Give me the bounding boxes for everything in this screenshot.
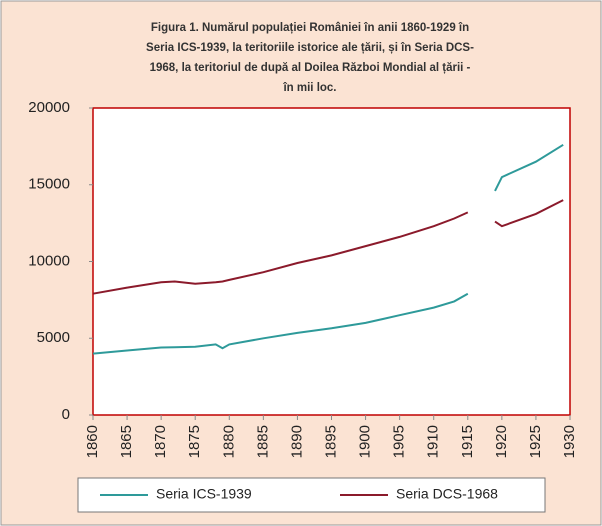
- plot-area: [92, 107, 571, 416]
- legend: [77, 477, 546, 513]
- title-line: 1968, la teritoriul de după al Doilea Ră…: [150, 62, 471, 74]
- x-tick-label: 1860: [84, 425, 101, 458]
- title-line: Seria ICS-1939, la teritoriile istorice …: [146, 42, 474, 54]
- y-tick-label: 0: [62, 406, 70, 423]
- x-tick-label: 1930: [561, 425, 578, 458]
- y-tick-label: 20000: [28, 99, 70, 116]
- x-tick-label: 1900: [357, 425, 374, 458]
- legend-label: Seria DCS-1968: [396, 486, 498, 502]
- y-tick-label: 10000: [28, 252, 70, 269]
- x-tick-label: 1865: [118, 425, 135, 458]
- x-tick-label: 1895: [322, 425, 339, 458]
- series-line: [92, 199, 564, 295]
- x-tick-label: 1910: [425, 425, 442, 458]
- x-tick-label: 1870: [152, 425, 169, 458]
- x-tick-label: 1885: [254, 425, 271, 458]
- x-tick-label: 1920: [493, 425, 510, 458]
- x-tick-label: 1905: [391, 425, 408, 458]
- title-line: Figura 1. Numărul populației României în…: [151, 22, 469, 34]
- y-tick-label: 5000: [37, 329, 70, 346]
- x-tick-label: 1880: [220, 425, 237, 458]
- x-tick-label: 1925: [527, 425, 544, 458]
- x-tick-label: 1890: [288, 425, 305, 458]
- x-tick-label: 1875: [186, 425, 203, 458]
- y-tick-label: 15000: [28, 176, 70, 193]
- title-line: în mii loc.: [282, 82, 336, 94]
- legend-label: Seria ICS-1939: [156, 486, 252, 502]
- x-tick-label: 1915: [459, 425, 476, 458]
- series-line: [92, 143, 564, 355]
